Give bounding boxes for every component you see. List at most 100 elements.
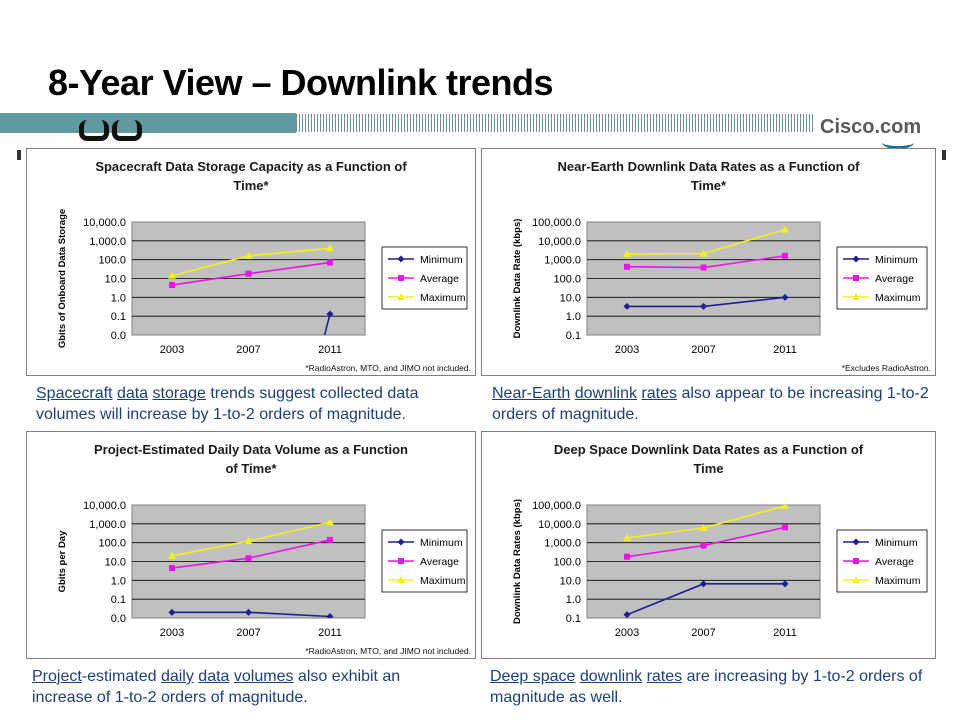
y-tick-label: 1,000.0 <box>544 255 581 267</box>
maximum-marker <box>781 505 789 509</box>
y-tick-label: 1.0 <box>566 311 581 323</box>
caption-text: Near-Earth <box>492 385 571 402</box>
frame-tick <box>942 150 946 160</box>
y-tick-label: 0.0 <box>111 330 126 342</box>
y-tick-label: 1.0 <box>566 594 581 606</box>
caption-deep-space: Deep space downlink rates are increasing… <box>490 666 930 708</box>
chart-title-line: Time <box>693 461 724 476</box>
average-marker <box>327 536 333 543</box>
x-tick-label: 2003 <box>160 627 184 639</box>
legend-label: Average <box>420 273 459 285</box>
caption-text: daily <box>160 668 194 685</box>
average-marker <box>782 252 788 259</box>
y-tick-label: 10.0 <box>105 557 126 569</box>
x-tick-label: 2007 <box>236 344 260 356</box>
y-tick-label: 10,000.0 <box>538 519 581 531</box>
decorative-mark <box>79 120 109 141</box>
caption-text: Spacecraft <box>36 385 113 402</box>
minimum-marker <box>700 302 707 310</box>
chart-panel-deep-space: Deep Space Downlink Data Rates as a Func… <box>481 431 936 659</box>
average-marker <box>700 542 707 549</box>
caption-text: downlink <box>574 385 637 402</box>
maximum-marker <box>623 249 631 257</box>
chart-title-line: Near-Earth Downlink Data Rates as a Func… <box>557 159 860 174</box>
average-marker <box>245 555 252 562</box>
legend-label: Average <box>875 273 914 285</box>
x-tick-label: 2011 <box>318 627 342 639</box>
y-tick-label: 1.0 <box>111 292 126 304</box>
minimum-marker <box>326 310 334 318</box>
chart-svg: 0.1 1.0 10.0 100.0 1,000.0 10,000.0 100,000.0 D… <box>512 217 928 356</box>
average-marker <box>782 524 788 531</box>
x-tick-label: 2011 <box>773 627 797 639</box>
chart-title-line: Time* <box>233 178 269 193</box>
x-tick-label: 2007 <box>691 344 715 356</box>
caption-text: Deep space <box>490 668 576 685</box>
cisco-logo-arc <box>882 136 914 149</box>
chart-svg: 0.0 0.1 1.0 10.0 100.0 1,000.0 10,000.0 Gbits o… <box>57 209 468 356</box>
chart-title: Spacecraft Data Storage Capacity as a Fu… <box>27 157 475 195</box>
chart-panel-storage: Spacecraft Data Storage Capacity as a Fu… <box>26 148 476 376</box>
legend-label: Minimum <box>875 254 918 266</box>
caption-text: rates <box>646 668 683 685</box>
maximum-marker <box>699 249 708 257</box>
average-marker <box>624 263 630 270</box>
chart-svg: 0.1 1.0 10.0 100.0 1,000.0 10,000.0 100,000.0 D… <box>512 499 928 639</box>
series-layer <box>168 518 334 618</box>
slide-title: 8-Year View – Downlink trends <box>48 62 554 103</box>
chart-title-line: Time* <box>690 178 727 193</box>
average-marker <box>398 275 404 281</box>
series-layer <box>168 244 334 335</box>
legend-label: Maximum <box>420 575 466 587</box>
legend-label: Maximum <box>875 292 921 304</box>
average-marker <box>853 558 859 564</box>
caption-text: volumes <box>233 668 294 685</box>
legend-label: Minimum <box>875 537 918 549</box>
average-marker <box>700 264 707 271</box>
cisco-logo: Cisco.com <box>820 116 921 149</box>
y-tick-label: 1,000.0 <box>89 236 126 248</box>
minimum-marker <box>700 580 707 588</box>
caption-near-earth: Near-Earth downlink rates also appear to… <box>492 383 932 425</box>
chart-title-line: Spacecraft Data Storage Capacity as a Fu… <box>95 159 407 174</box>
x-tick-label: 2003 <box>615 344 639 356</box>
decorative-mark <box>112 120 142 141</box>
minimum-marker <box>397 538 405 546</box>
legend-label: Minimum <box>420 537 463 549</box>
series-layer <box>623 225 789 310</box>
caption-text: trends suggest collected data volumes wi… <box>36 385 419 423</box>
x-tick-label: 2011 <box>318 344 342 356</box>
average-marker <box>169 282 175 289</box>
y-tick-label: 10,000.0 <box>83 500 126 512</box>
caption-text: data <box>116 385 149 402</box>
maximum-marker <box>781 225 789 233</box>
maximum-marker <box>852 293 860 300</box>
y-tick-label: 10.0 <box>560 292 581 304</box>
caption-daily-volume: Project-estimated daily data volumes als… <box>32 666 462 708</box>
caption-text: rates <box>641 385 677 402</box>
caption-storage: Spacecraft data storage trends suggest c… <box>36 383 466 425</box>
average-marker <box>245 270 252 277</box>
chart-title: Near-Earth Downlink Data Rates as a Func… <box>482 157 935 195</box>
y-tick-label: 100.0 <box>98 255 126 267</box>
legend-label: Maximum <box>420 292 466 304</box>
x-tick-label: 2011 <box>773 344 797 356</box>
minimum-marker <box>168 608 176 616</box>
title-band <box>0 112 960 134</box>
minimum-marker <box>245 608 252 616</box>
y-tick-label: 10.0 <box>560 575 581 587</box>
chart-panel-daily-volume: Project-Estimated Daily Data Volume as a… <box>26 431 476 659</box>
maximum-marker <box>244 251 253 259</box>
y-tick-label: 100.0 <box>553 557 581 569</box>
maximum-marker <box>397 576 405 583</box>
y-tick-label: 0.1 <box>566 330 581 342</box>
caption-text: also appear to be increasing 1-to-2 orde… <box>492 385 929 423</box>
chart-title: Deep Space Downlink Data Rates as a Func… <box>482 440 935 478</box>
series-layer <box>623 505 789 618</box>
frame-tick <box>17 150 21 160</box>
x-tick-label: 2003 <box>615 627 639 639</box>
maximum-marker <box>168 271 176 279</box>
maximum-marker <box>623 533 631 541</box>
legend-label: Average <box>420 556 459 568</box>
title-band-solid <box>0 113 296 133</box>
